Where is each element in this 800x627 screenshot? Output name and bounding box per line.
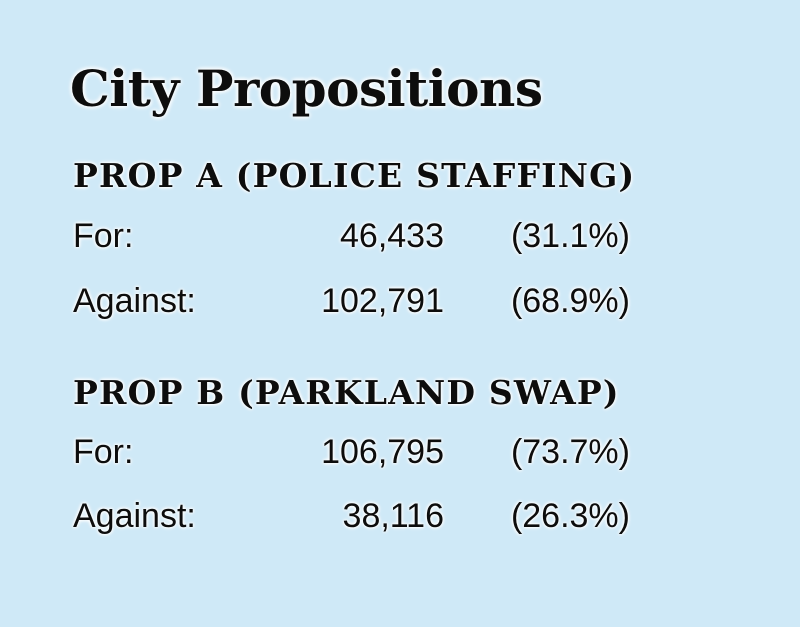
prop-b-for-row: For: 106,795 (73.7%) — [0, 430, 800, 474]
prop-b-heading: PROP B (PARKLAND SWAP) — [73, 373, 620, 412]
prop-b-against-percent: (26.3%) — [510, 497, 630, 535]
prop-b-for-percent: (73.7%) — [510, 433, 630, 471]
prop-b-against-label: Against: — [73, 497, 196, 535]
prop-a-for-row: For: 46,433 (31.1%) — [0, 214, 800, 258]
prop-b-for-label: For: — [73, 433, 134, 471]
prop-a-for-percent: (31.1%) — [510, 217, 630, 255]
prop-b-for-count: 106,795 — [321, 433, 444, 471]
prop-a-against-row: Against: 102,791 (68.9%) — [0, 279, 800, 323]
prop-a-against-percent: (68.9%) — [510, 282, 630, 320]
prop-b-against-row: Against: 38,116 (26.3%) — [0, 494, 800, 538]
prop-b-against-count: 38,116 — [342, 497, 444, 535]
prop-a-for-label: For: — [73, 217, 134, 255]
prop-a-against-count: 102,791 — [321, 282, 444, 320]
page-title: City Propositions — [70, 59, 543, 118]
prop-a-heading: PROP A (POLICE STAFFING) — [73, 156, 636, 195]
prop-a-for-count: 46,433 — [340, 217, 444, 255]
prop-a-against-label: Against: — [73, 282, 196, 320]
